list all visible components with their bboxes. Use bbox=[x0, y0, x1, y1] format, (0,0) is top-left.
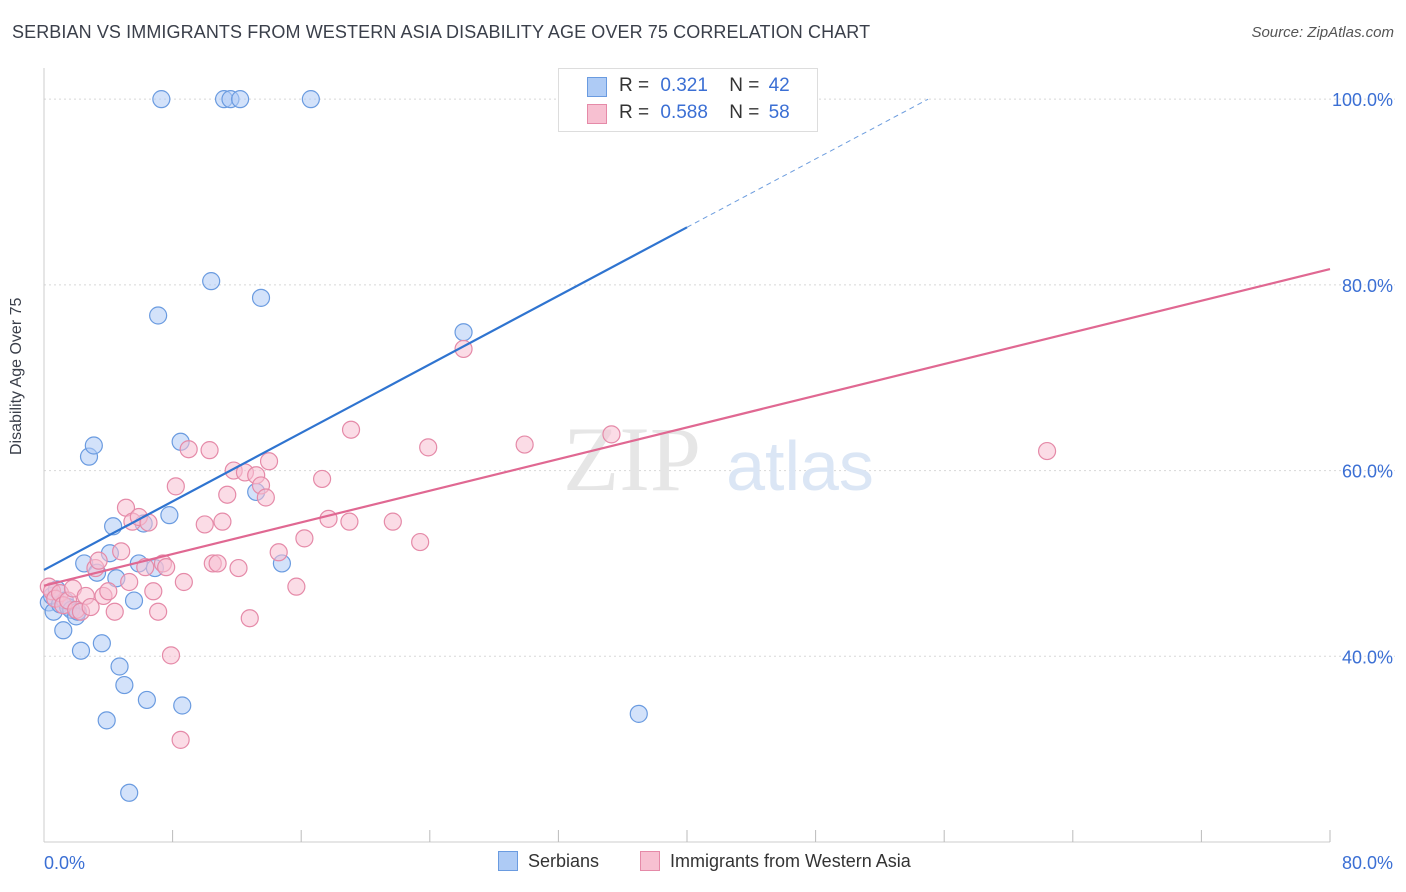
serbians-point bbox=[84, 436, 103, 455]
western-asia-point bbox=[341, 420, 361, 439]
serbians-point bbox=[160, 506, 179, 525]
serbians-point bbox=[124, 591, 144, 610]
western-asia-point bbox=[120, 572, 139, 592]
western-asia-point bbox=[149, 602, 168, 621]
western-asia-point bbox=[340, 512, 359, 531]
western-asia-point bbox=[269, 543, 288, 562]
western-asia-point bbox=[419, 438, 438, 457]
watermark-atlas: atlas bbox=[726, 427, 874, 505]
western-asia-point bbox=[602, 425, 621, 444]
serbians-legend-label: Serbians bbox=[528, 851, 600, 871]
serbians-point bbox=[149, 306, 168, 325]
western-asia-point bbox=[287, 577, 306, 596]
western-asia-point bbox=[174, 572, 193, 592]
serbians-point bbox=[231, 90, 250, 109]
western-asia-legend-label: Immigrants from Western Asia bbox=[670, 851, 911, 871]
chart-title: SERBIAN VS IMMIGRANTS FROM WESTERN ASIA … bbox=[12, 22, 871, 42]
serbians-point bbox=[173, 696, 192, 715]
serbians-point bbox=[115, 675, 134, 695]
x-tick-label-max: 80.0% bbox=[1342, 853, 1393, 873]
western-asia-point bbox=[295, 529, 314, 548]
western-asia-point bbox=[312, 469, 332, 489]
western-asia-point bbox=[81, 597, 100, 617]
western-asia-legend-swatch bbox=[640, 851, 660, 871]
serbians-r-value: 0.321 bbox=[660, 75, 708, 96]
legend-r-label: R = bbox=[619, 75, 650, 96]
western-asia-point bbox=[218, 485, 237, 504]
serbians-point bbox=[629, 704, 648, 723]
western-asia-point bbox=[259, 452, 279, 471]
serbians-point bbox=[120, 783, 139, 802]
x-tick-label-min: 0.0% bbox=[44, 853, 85, 873]
western-asia-n-value: 58 bbox=[768, 102, 790, 123]
western-asia-point bbox=[213, 512, 232, 531]
source-label: Source: ZipAtlas.com bbox=[1251, 24, 1394, 41]
western-asia-point bbox=[112, 542, 131, 561]
serbians-point bbox=[251, 288, 271, 307]
legend-n-label: N = bbox=[729, 102, 760, 123]
western-asia-point bbox=[171, 730, 190, 749]
western-asia-point bbox=[240, 609, 259, 628]
serbians-point bbox=[301, 90, 320, 109]
bottom-legend-western-asia: Immigrants from Western Asia bbox=[640, 851, 911, 875]
western-asia-trend-line bbox=[43, 268, 1331, 587]
serbians-point bbox=[137, 690, 156, 710]
serbians-point bbox=[71, 641, 91, 660]
serbians-point bbox=[97, 711, 116, 730]
western-asia-point bbox=[411, 532, 430, 552]
serbians-point bbox=[110, 657, 129, 676]
serbians-swatch bbox=[587, 77, 607, 97]
western-asia-point bbox=[256, 488, 275, 507]
western-asia-point bbox=[161, 646, 181, 665]
western-asia-point bbox=[229, 558, 248, 578]
y-tick-label: 60.0% bbox=[1342, 462, 1393, 482]
western-asia-point bbox=[319, 509, 338, 528]
legend-r-label: R = bbox=[619, 102, 650, 123]
serbians-trend-line bbox=[43, 226, 688, 571]
y-tick-label: 100.0% bbox=[1332, 90, 1393, 110]
serbians-point bbox=[92, 634, 111, 653]
western-asia-point bbox=[99, 582, 118, 601]
y-tick-label: 80.0% bbox=[1342, 276, 1393, 296]
serbians-point bbox=[202, 272, 221, 291]
western-asia-swatch bbox=[587, 104, 607, 124]
western-asia-point bbox=[89, 551, 108, 570]
western-asia-point bbox=[157, 558, 176, 577]
serbians-legend-swatch bbox=[498, 851, 518, 871]
western-asia-point bbox=[208, 554, 227, 573]
western-asia-point bbox=[1037, 441, 1057, 461]
y-tick-label: 40.0% bbox=[1342, 647, 1393, 667]
serbians-point bbox=[152, 90, 171, 109]
bottom-legend-serbians: Serbians bbox=[498, 851, 599, 875]
western-asia-point bbox=[144, 582, 163, 601]
western-asia-point bbox=[515, 435, 534, 454]
serbians-trend-extension bbox=[686, 98, 929, 228]
western-asia-point bbox=[179, 440, 198, 459]
stats-legend: R = 0.321 N = 42 R = 0.588 N = 58 bbox=[558, 68, 818, 132]
western-asia-point bbox=[200, 441, 219, 460]
watermark-zip: ZIP bbox=[563, 408, 701, 510]
western-asia-point bbox=[166, 477, 185, 496]
serbians-point bbox=[454, 323, 473, 342]
serbians-n-value: 42 bbox=[768, 75, 790, 96]
western-asia-r-value: 0.588 bbox=[660, 102, 708, 123]
serbians-point bbox=[54, 621, 73, 640]
western-asia-point bbox=[105, 602, 124, 621]
western-asia-point bbox=[383, 512, 402, 531]
legend-n-label: N = bbox=[729, 75, 760, 96]
western-asia-point bbox=[195, 515, 214, 534]
